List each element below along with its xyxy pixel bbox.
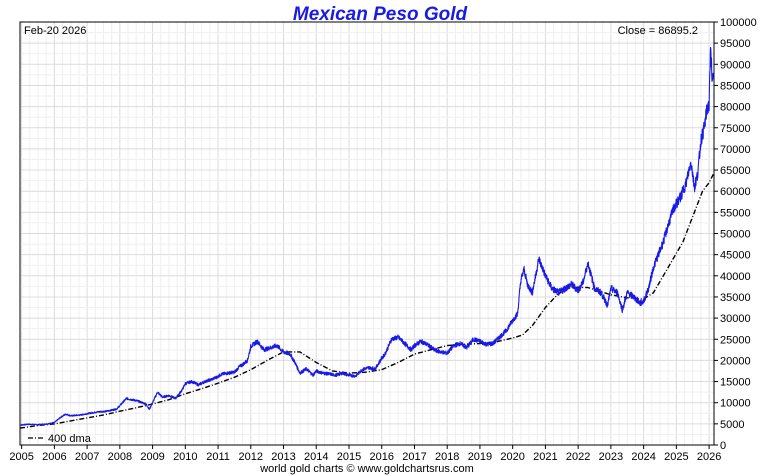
x-tick-label: 2023 <box>599 451 623 463</box>
x-tick-label: 2022 <box>566 451 590 463</box>
x-tick-label: 2010 <box>173 451 197 463</box>
y-tick-label: 35000 <box>720 292 751 304</box>
y-tick-label: 45000 <box>720 250 751 262</box>
y-tick-label: 85000 <box>720 80 751 92</box>
close-label: Close = 86895.2 <box>618 25 698 37</box>
x-tick-label: 2019 <box>468 451 492 463</box>
y-tick-label: 65000 <box>720 165 751 177</box>
x-tick-label: 2013 <box>271 451 295 463</box>
x-tick-label: 2016 <box>369 451 393 463</box>
x-tick-label: 2005 <box>9 451 33 463</box>
y-tick-label: 70000 <box>720 144 751 156</box>
y-tick-label: 80000 <box>720 102 751 114</box>
x-tick-label: 2007 <box>75 451 99 463</box>
x-axis: 2005 2006 2007 2008 2009 2010 2011 2012 2013 2014… <box>9 445 721 463</box>
x-tick-label: 2024 <box>631 451 655 463</box>
date-label: Feb-20 2026 <box>24 25 86 37</box>
y-tick-label: 60000 <box>720 186 751 198</box>
x-tick-label: 2011 <box>206 451 230 463</box>
legend-dma-label: 400 dma <box>48 433 92 445</box>
x-tick-label: 2014 <box>304 451 328 463</box>
y-axis: 0 5000 10000 15000 20000 25000 30000 35000 40000… <box>714 17 757 452</box>
y-tick-label: 25000 <box>720 334 751 346</box>
y-tick-label: 15000 <box>720 377 751 389</box>
y-tick-label: 10000 <box>720 398 751 410</box>
x-tick-label: 2012 <box>239 451 263 463</box>
x-tick-label: 2006 <box>42 451 66 463</box>
x-tick-label: 2026 <box>697 451 721 463</box>
y-tick-label: 75000 <box>720 123 751 135</box>
x-tick-label: 2008 <box>108 451 132 463</box>
series-dma-line <box>19 173 714 429</box>
x-tick-label: 2018 <box>435 451 459 463</box>
y-tick-label: 20000 <box>720 355 751 367</box>
legend: 400 dma <box>28 433 92 445</box>
x-tick-label: 2017 <box>402 451 426 463</box>
y-tick-label: 30000 <box>720 313 751 325</box>
series-layer <box>19 46 714 429</box>
x-tick-label: 2009 <box>140 451 164 463</box>
y-tick-label: 0 <box>720 440 726 452</box>
chart-title: Mexican Peso Gold <box>293 4 468 25</box>
y-tick-label: 50000 <box>720 229 751 241</box>
x-tick-label: 2021 <box>533 451 557 463</box>
y-tick-label: 40000 <box>720 271 751 283</box>
series-price-line <box>19 46 714 426</box>
x-tick-label: 2020 <box>500 451 524 463</box>
y-tick-label: 100000 <box>720 17 757 29</box>
x-tick-label: 2015 <box>337 451 361 463</box>
footer-credit: world gold charts © www.goldchartsrus.co… <box>259 463 474 475</box>
y-tick-label: 90000 <box>720 59 751 71</box>
y-tick-label: 5000 <box>720 419 744 431</box>
x-tick-label: 2025 <box>664 451 688 463</box>
grid <box>20 22 714 445</box>
y-tick-label: 95000 <box>720 38 751 50</box>
y-tick-label: 55000 <box>720 207 751 219</box>
